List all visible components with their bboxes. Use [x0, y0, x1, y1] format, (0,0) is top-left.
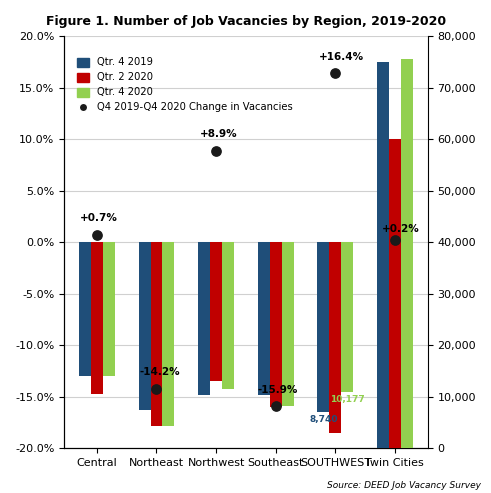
Bar	[151, 242, 163, 426]
Point	[391, 236, 399, 244]
Bar	[401, 59, 413, 449]
Bar	[222, 242, 234, 388]
Bar	[282, 242, 294, 406]
Point	[331, 70, 339, 77]
Text: +8.9%: +8.9%	[199, 129, 237, 139]
Bar	[317, 242, 329, 412]
Bar	[198, 242, 210, 395]
Text: 10,177: 10,177	[330, 395, 365, 404]
Bar	[377, 62, 389, 449]
Bar	[91, 242, 103, 394]
Point	[153, 385, 161, 392]
Text: Source: DEED Job Vacancy Survey: Source: DEED Job Vacancy Survey	[327, 481, 481, 490]
Text: -14.2%: -14.2%	[140, 367, 180, 377]
Bar	[329, 242, 341, 433]
Bar	[210, 242, 222, 382]
Bar	[341, 242, 353, 392]
Bar	[138, 242, 151, 410]
Point	[93, 231, 101, 239]
Text: +0.2%: +0.2%	[382, 224, 419, 234]
Text: +0.7%: +0.7%	[80, 212, 118, 223]
Bar	[103, 242, 115, 376]
Text: -15.9%: -15.9%	[258, 385, 298, 395]
Title: Figure 1. Number of Job Vacancies by Region, 2019-2020: Figure 1. Number of Job Vacancies by Reg…	[46, 15, 446, 28]
Bar	[270, 242, 282, 407]
Point	[272, 402, 279, 410]
Bar	[79, 242, 91, 376]
Point	[212, 146, 220, 154]
Text: 8,740: 8,740	[309, 416, 338, 424]
Text: +16.4%: +16.4%	[319, 52, 364, 62]
Bar	[389, 139, 401, 449]
Legend: Qtr. 4 2019, Qtr. 2 2020, Qtr. 4 2020, Q4 2019-Q4 2020 Change in Vacancies: Qtr. 4 2019, Qtr. 2 2020, Qtr. 4 2020, Q…	[73, 53, 297, 116]
Bar	[163, 242, 174, 426]
Bar	[258, 242, 270, 395]
